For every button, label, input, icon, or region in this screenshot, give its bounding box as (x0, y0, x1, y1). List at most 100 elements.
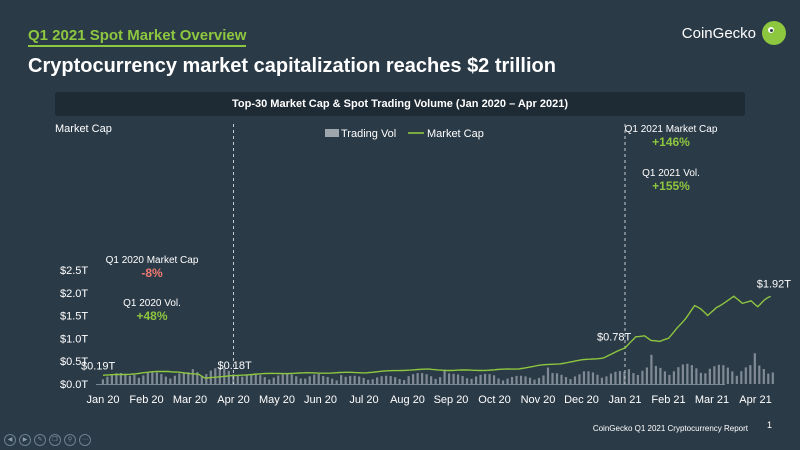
volume-bar (591, 372, 595, 384)
volume-bar (456, 374, 460, 384)
volume-bar (416, 373, 419, 384)
volume-bar (340, 375, 343, 384)
volume-bar (367, 379, 370, 384)
pen-icon[interactable]: ✎ (34, 434, 46, 446)
volume-bar (762, 369, 765, 384)
next-icon[interactable]: ▶ (19, 434, 31, 446)
volume-bar (124, 373, 127, 384)
volume-bar (578, 374, 581, 384)
slide-controls: ◀ ▶ ✎ ❐ ⚲ ⋯ (4, 434, 91, 446)
annotation-value: +48% (136, 309, 167, 323)
volume-bar (173, 375, 176, 384)
volume-bar (618, 371, 622, 384)
volume-bar (232, 374, 235, 384)
volume-bar (479, 374, 482, 384)
volume-bar (726, 367, 729, 384)
volume-bar (609, 373, 613, 384)
volume-bar (573, 376, 577, 384)
volume-bar (650, 354, 653, 384)
volume-bar (758, 365, 761, 384)
y-tick-label: $1.0T (60, 333, 88, 345)
legend-swatch-volume (325, 129, 339, 137)
volume-bar (488, 374, 491, 384)
volume-bar (452, 373, 455, 384)
volume-bar (510, 376, 514, 384)
volume-bar (106, 376, 109, 384)
volume-bar (259, 375, 262, 384)
volume-bar (182, 372, 185, 384)
volume-bar (501, 380, 505, 384)
volume-bar (519, 375, 523, 384)
y-tick-label: $2.0T (60, 288, 88, 300)
volume-bar (295, 376, 298, 384)
prev-icon[interactable]: ◀ (4, 434, 16, 446)
volume-bar (155, 372, 158, 384)
volume-bar (483, 373, 487, 384)
volume-bar (407, 376, 410, 384)
volume-bar (299, 378, 302, 384)
volume-bar (236, 375, 239, 384)
volume-bar (641, 370, 644, 384)
volume-bar (569, 379, 572, 384)
volume-bar (600, 377, 604, 384)
volume-bar (645, 367, 649, 384)
volume-bar (196, 372, 199, 384)
gecko-logo-icon (762, 21, 786, 45)
volume-bar (560, 374, 563, 384)
volume-bar (281, 374, 284, 384)
volume-bar (470, 378, 473, 384)
data-label: $0.19T (81, 360, 116, 372)
volume-bar (654, 365, 657, 384)
volume-bar (133, 374, 136, 384)
y-tick-label: $0.0T (60, 379, 88, 391)
volume-bar (290, 374, 293, 384)
legend-label: Trading Vol (341, 128, 396, 140)
volume-bar (214, 368, 217, 384)
data-label: $1.92T (757, 278, 792, 290)
volume-bar (749, 365, 752, 384)
volume-bar (254, 374, 257, 384)
volume-bar (731, 371, 734, 384)
volume-bar (533, 379, 536, 384)
volume-bar (142, 375, 145, 384)
annotation-value: -8% (141, 266, 163, 280)
volume-bar (704, 373, 707, 384)
x-tick-label: Jan 20 (86, 394, 119, 406)
volume-bar (740, 371, 743, 384)
x-tick-label: Oct 20 (478, 394, 510, 406)
volume-bar (335, 380, 338, 384)
volume-bar (506, 378, 509, 384)
chart-title: Top-30 Market Cap & Spot Trading Volume … (55, 92, 745, 116)
y-tick-label: $1.5T (60, 311, 88, 323)
volume-bar (344, 376, 347, 384)
volume-bar (115, 373, 118, 384)
volume-bar (443, 369, 446, 384)
volume-bar (137, 377, 140, 384)
search-icon[interactable]: ⚲ (64, 434, 76, 446)
volume-bar (596, 374, 599, 384)
volume-bar (497, 378, 500, 384)
volume-bar (447, 373, 451, 384)
volume-bar (380, 376, 383, 384)
more-icon[interactable]: ⋯ (79, 434, 91, 446)
volume-bar (403, 380, 406, 384)
volume-bar (119, 373, 122, 384)
copy-icon[interactable]: ❐ (49, 434, 61, 446)
y-axis-label: Market Cap (55, 123, 112, 135)
volume-bar (263, 377, 266, 384)
volume-bar (151, 372, 154, 384)
volume-bar (717, 364, 720, 384)
annotation-value: +155% (652, 179, 690, 193)
volume-bar (681, 364, 684, 384)
volume-bar (546, 367, 550, 384)
page-number: 1 (766, 420, 772, 430)
volume-bar (771, 372, 774, 384)
volume-bar (537, 377, 541, 384)
brand-logo: CoinGecko (682, 18, 786, 48)
volume-bar (421, 373, 424, 384)
volume-bar (555, 373, 559, 384)
volume-bar (313, 374, 316, 384)
volume-bar (515, 375, 518, 384)
volume-bar (434, 378, 437, 384)
